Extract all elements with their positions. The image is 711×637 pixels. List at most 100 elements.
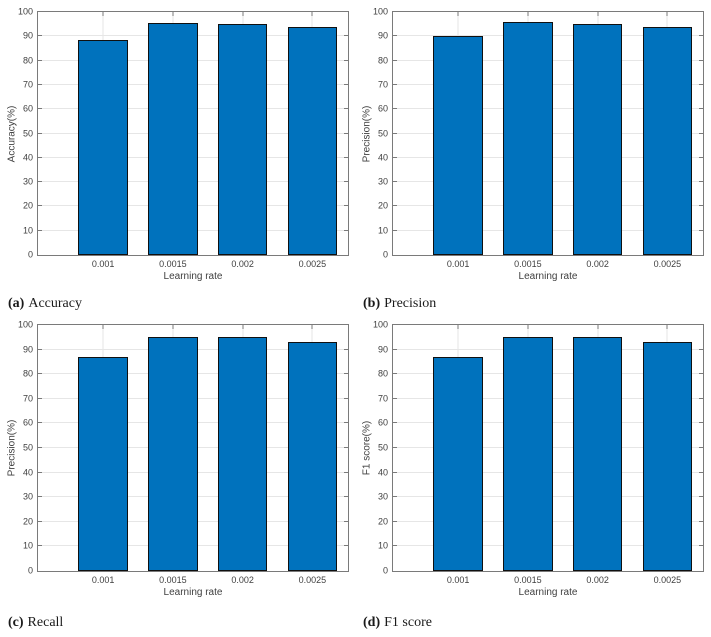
y-tick-mark <box>344 205 348 207</box>
bar-f1-score-0.0025 <box>642 342 693 571</box>
x-axis-label: Learning rate <box>163 271 223 282</box>
caption-marker: (a) <box>8 296 25 311</box>
y-tick-label: 30 <box>22 176 33 187</box>
y-tick-mark <box>699 132 703 134</box>
y-tick-mark <box>344 181 348 183</box>
y-tick-label: 50 <box>22 442 33 453</box>
y-tick-mark <box>393 397 397 399</box>
caption-label: F1 score <box>384 615 432 630</box>
y-tick-mark <box>699 496 703 498</box>
y-tick-label: 20 <box>377 200 388 211</box>
bar-accuracy-0.002 <box>217 24 268 255</box>
y-tick-label: 40 <box>22 152 33 163</box>
y-tick-mark <box>393 83 397 85</box>
y-tick-label: 0 <box>27 249 33 260</box>
y-tick-mark <box>699 447 703 448</box>
y-tick-mark <box>393 181 397 183</box>
x-tick-label: 0.001 <box>91 259 115 269</box>
y-tick-mark <box>393 35 397 37</box>
y-tick-mark <box>393 348 397 350</box>
y-tick-mark <box>344 348 348 350</box>
subfigure-caption: (c) Recall <box>8 615 63 631</box>
y-tick-mark <box>393 447 397 448</box>
caption-label: Recall <box>27 615 64 630</box>
subfigure-caption: (b) Precision <box>363 296 436 312</box>
y-tick-mark <box>344 373 348 375</box>
x-tick-label: 0.002 <box>231 259 254 269</box>
y-tick-mark <box>393 205 397 207</box>
y-tick-label: 100 <box>372 6 388 17</box>
y-axis-label: Precision(%) <box>6 419 18 477</box>
y-tick-label: 50 <box>22 128 33 138</box>
y-tick-mark <box>344 59 348 61</box>
x-tick-label: 0.001 <box>91 575 115 585</box>
y-tick-label: 40 <box>377 467 388 478</box>
y-tick-label: 40 <box>377 152 388 163</box>
y-tick-mark <box>699 373 703 375</box>
y-tick-mark <box>344 397 348 399</box>
y-axis-label: F1 score(%) <box>361 420 373 476</box>
y-tick-label: 30 <box>22 491 33 502</box>
caption-label: Accuracy <box>28 296 82 311</box>
subfigure-caption: (a) Accuracy <box>8 296 82 312</box>
subplot-accuracy: Accuracy(%) Learning rate 0 10 20 30 40 50 60 7… <box>0 0 355 318</box>
x-tick-label: 0.0015 <box>159 575 187 585</box>
x-tick-mark <box>172 12 174 16</box>
y-tick-mark <box>38 229 42 231</box>
bar-recall-0.002 <box>217 337 268 571</box>
y-tick-mark <box>699 397 703 399</box>
y-tick-mark <box>393 132 397 134</box>
subfigure-caption: (d) F1 score <box>363 615 432 631</box>
y-tick-label: 0 <box>27 565 33 576</box>
y-tick-label: 20 <box>22 516 33 527</box>
x-tick-label: 0.0025 <box>653 575 682 585</box>
x-tick-label: 0.002 <box>231 575 254 585</box>
x-axis-label: Learning rate <box>518 271 578 282</box>
y-tick-mark <box>699 422 703 424</box>
bar-f1-score-0.0015 <box>503 337 553 571</box>
y-tick-mark <box>344 520 348 522</box>
y-tick-label: 90 <box>22 344 33 355</box>
x-tick-mark <box>527 325 529 329</box>
y-tick-label: 10 <box>377 225 388 236</box>
subplot-precision: Precision(%) Learning rate 0 10 20 30 40 50 60… <box>355 0 711 318</box>
y-tick-label: 0 <box>382 249 388 260</box>
x-tick-mark <box>597 325 599 329</box>
plot-area: Precision(%) Learning rate 0 10 20 30 40 50 60… <box>362 7 704 282</box>
y-tick-mark <box>393 156 397 158</box>
x-tick-label: 0.002 <box>586 259 609 269</box>
bar-recall-0.0015 <box>148 337 198 571</box>
y-tick-label: 30 <box>377 176 388 187</box>
y-tick-mark <box>699 229 703 231</box>
x-tick-mark <box>102 12 104 16</box>
bar-accuracy-0.001 <box>78 39 128 255</box>
y-tick-label: 60 <box>22 103 33 114</box>
y-tick-label: 60 <box>377 417 388 428</box>
y-tick-mark <box>38 181 42 183</box>
bar-precision-0.002 <box>572 24 623 255</box>
y-tick-label: 50 <box>377 128 388 138</box>
x-tick-label: 0.0015 <box>514 575 542 585</box>
y-tick-label: 20 <box>22 200 33 211</box>
y-tick-mark <box>393 422 397 424</box>
x-tick-mark <box>666 12 668 16</box>
plot-area: Precision(%) Learning rate 0 10 20 30 40 50 60… <box>7 320 349 598</box>
y-tick-label: 80 <box>377 55 388 66</box>
y-tick-mark <box>344 132 348 134</box>
x-axis-label: Learning rate <box>163 587 223 598</box>
y-tick-mark <box>393 108 397 110</box>
y-tick-mark <box>393 471 397 473</box>
y-tick-mark <box>393 545 397 547</box>
bar-f1-score-0.001 <box>433 356 483 571</box>
y-tick-mark <box>38 447 42 448</box>
y-tick-mark <box>699 348 703 350</box>
y-tick-mark <box>393 229 397 231</box>
subplot-recall: Precision(%) Learning rate 0 10 20 30 40 50 60… <box>0 318 355 637</box>
y-tick-label: 80 <box>377 368 388 379</box>
y-tick-label: 70 <box>22 79 33 90</box>
y-tick-mark <box>344 545 348 547</box>
x-tick-label: 0.0025 <box>298 575 327 585</box>
y-tick-label: 90 <box>377 30 388 41</box>
bar-accuracy-0.0015 <box>148 22 198 255</box>
x-tick-mark <box>311 325 313 329</box>
